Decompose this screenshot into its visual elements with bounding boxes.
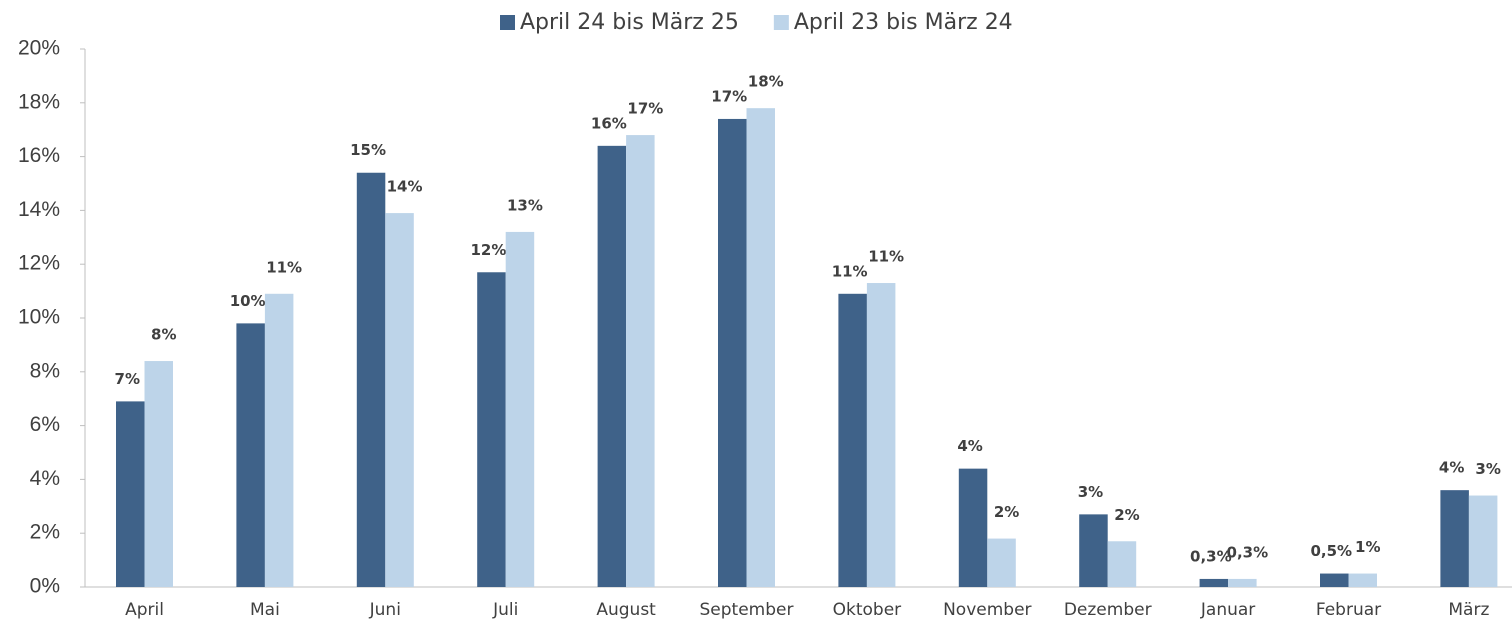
data-label: 4% <box>1439 459 1464 477</box>
x-tick-label: Mai <box>250 600 280 620</box>
data-label: 16% <box>591 114 627 132</box>
bar <box>718 118 747 587</box>
x-tick-label: Dezember <box>1064 600 1152 620</box>
data-label: 11% <box>266 258 302 276</box>
x-tick-label: April <box>125 600 164 620</box>
data-label: 17% <box>627 100 663 118</box>
bar <box>116 401 145 587</box>
bar <box>987 538 1016 587</box>
data-label: 2% <box>1114 506 1139 524</box>
x-tick-label: Juni <box>369 600 401 620</box>
bar <box>1440 490 1469 587</box>
y-tick-label: 20% <box>18 37 60 60</box>
y-tick-label: 16% <box>18 144 60 167</box>
bar <box>264 293 294 587</box>
data-label: 3% <box>1078 483 1103 501</box>
y-tick-label: 12% <box>18 252 60 275</box>
x-tick-label: März <box>1448 600 1489 620</box>
bar <box>1320 573 1349 587</box>
data-label: 11% <box>868 248 904 266</box>
data-label: 17% <box>711 87 747 105</box>
y-tick-label: 10% <box>18 306 60 329</box>
data-label: 7% <box>115 370 140 388</box>
y-tick-label: 18% <box>18 90 60 113</box>
x-tick-label: Februar <box>1316 600 1381 620</box>
bar <box>144 361 173 587</box>
y-tick-label: 14% <box>18 198 60 221</box>
data-label: 1% <box>1355 538 1380 556</box>
data-label: 13% <box>507 196 543 214</box>
bar <box>746 108 775 588</box>
x-tick-label: Oktober <box>833 600 902 620</box>
x-tick-label: September <box>700 600 794 620</box>
data-label: 14% <box>387 178 423 196</box>
legend-label: April 23 bis März 24 <box>794 10 1013 35</box>
bar <box>477 272 506 587</box>
x-tick-label: August <box>596 600 656 620</box>
bar <box>385 213 414 587</box>
bar <box>356 172 386 588</box>
data-label: 12% <box>470 241 506 259</box>
bar <box>1079 514 1108 587</box>
data-label: 11% <box>832 262 868 280</box>
bar <box>1468 495 1498 587</box>
data-label: 4% <box>957 437 982 455</box>
legend-label: April 24 bis März 25 <box>520 10 739 35</box>
legend-swatch <box>773 15 789 30</box>
bar <box>958 468 988 587</box>
bar <box>1199 578 1229 587</box>
bar <box>866 283 896 587</box>
legend-swatch <box>500 15 515 30</box>
bar <box>505 231 535 588</box>
bar <box>1228 578 1257 587</box>
bar <box>597 145 627 587</box>
y-tick-label: 0% <box>30 575 60 598</box>
y-tick-label: 8% <box>30 359 60 382</box>
bar <box>1348 573 1377 587</box>
y-tick-label: 4% <box>30 467 60 490</box>
y-tick-label: 6% <box>30 413 60 436</box>
x-tick-label: November <box>943 600 1031 620</box>
data-label: 8% <box>151 326 176 344</box>
bar <box>236 323 265 587</box>
bar <box>626 135 655 587</box>
bar <box>1107 541 1137 587</box>
bar <box>838 293 867 587</box>
data-label: 3% <box>1475 460 1500 478</box>
data-label: 0,3% <box>1227 543 1269 561</box>
data-label: 0,5% <box>1310 542 1352 560</box>
data-label: 0,3% <box>1190 547 1232 565</box>
data-label: 10% <box>230 292 266 310</box>
data-label: 2% <box>994 503 1019 521</box>
data-label: 18% <box>748 73 784 91</box>
x-tick-label: Januar <box>1200 600 1255 620</box>
data-label: 15% <box>350 141 386 159</box>
y-tick-label: 2% <box>30 521 60 544</box>
x-tick-label: Juli <box>492 600 518 620</box>
